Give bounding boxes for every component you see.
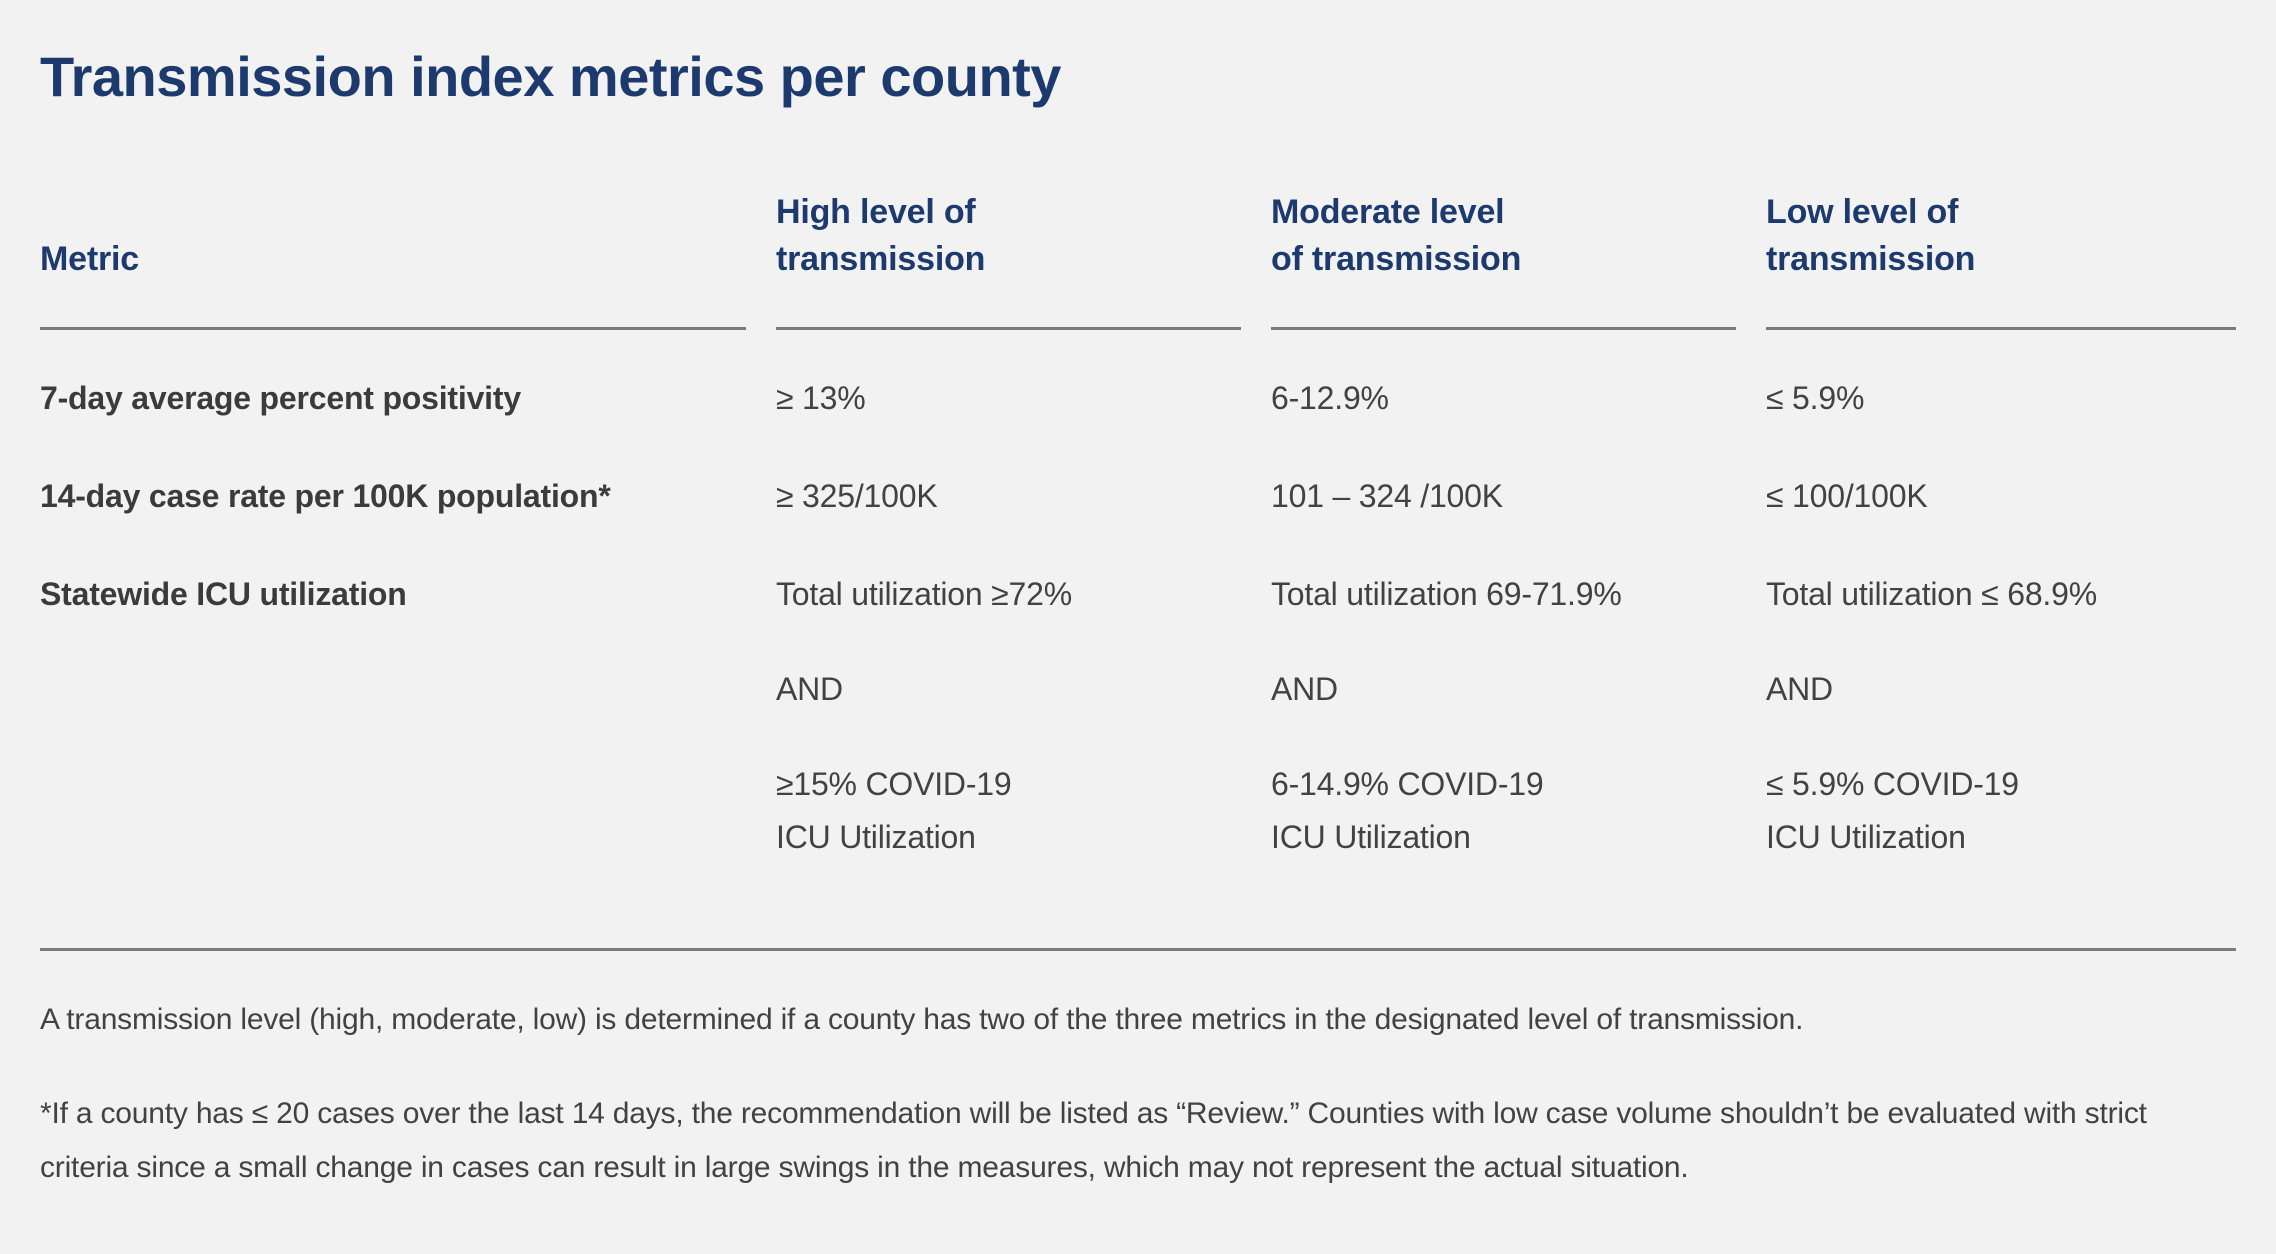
icu-high-covid-line2: ICU Utilization xyxy=(776,818,976,855)
row-caserate-low-value: ≤ 100/100K xyxy=(1766,477,1928,514)
footnote-low-case-volume: *If a county has ≤ 20 cases over the las… xyxy=(40,1096,2147,1184)
row-icu-low-value: Total utilization ≤ 68.9% AND ≤ 5.9% COV… xyxy=(1766,523,2236,864)
row-positivity-high-value: ≥ 13% xyxy=(776,379,866,416)
column-header-low: Low level of transmission xyxy=(1766,189,2236,330)
icu-high-covid-line1: ≥15% COVID-19 xyxy=(776,765,1012,802)
row-caserate-moderate-value: 101 – 324 /100K xyxy=(1271,477,1503,514)
icu-low-covid: ≤ 5.9% COVID-19 ICU Utilization xyxy=(1766,758,2236,864)
row-positivity-low-value: ≤ 5.9% xyxy=(1766,379,1865,416)
icu-low-covid-line1: ≤ 5.9% COVID-19 xyxy=(1766,765,2019,802)
column-header-high-line2: transmission xyxy=(776,239,986,278)
icu-low-conjunction: AND xyxy=(1766,670,1833,707)
icu-moderate-covid-line2: ICU Utilization xyxy=(1271,818,1471,855)
row-positivity-metric-label: 7-day average percent positivity xyxy=(40,379,521,416)
column-header-moderate-line2: of transmission xyxy=(1271,239,1522,278)
column-header-high: High level of transmission xyxy=(776,189,1241,330)
row-caserate-high-value: ≥ 325/100K xyxy=(776,477,938,514)
column-header-moderate: Moderate level of transmission xyxy=(1271,189,1736,330)
row-caserate-metric-label: 14-day case rate per 100K population* xyxy=(40,477,611,514)
icu-moderate-total: Total utilization 69-71.9% xyxy=(1271,575,1622,612)
icu-low-total: Total utilization ≤ 68.9% xyxy=(1766,575,2097,612)
page-title: Transmission index metrics per county xyxy=(40,45,1061,108)
footer-divider xyxy=(40,947,2236,951)
column-header-moderate-line1: Moderate level xyxy=(1271,192,1505,231)
icu-high-conjunction: AND xyxy=(776,670,843,707)
column-header-metric: Metric xyxy=(40,189,746,330)
icu-low-covid-line2: ICU Utilization xyxy=(1766,818,1966,855)
icu-high-covid: ≥15% COVID-19 ICU Utilization xyxy=(776,758,1241,864)
row-icu-moderate-value: Total utilization 69-71.9% AND 6-14.9% C… xyxy=(1271,523,1736,864)
column-header-low-line2: transmission xyxy=(1766,239,1976,278)
row-icu-metric-label: Statewide ICU utilization xyxy=(40,575,407,612)
icu-moderate-covid-line1: 6-14.9% COVID-19 xyxy=(1271,765,1544,802)
icu-moderate-covid: 6-14.9% COVID-19 ICU Utilization xyxy=(1271,758,1736,864)
footnote-transmission-level: A transmission level (high, moderate, lo… xyxy=(40,1002,1804,1036)
column-header-low-line1: Low level of xyxy=(1766,192,1959,231)
icu-moderate-conjunction: AND xyxy=(1271,670,1338,707)
metrics-table: Metric High level of transmission Modera… xyxy=(40,189,2236,864)
column-header-high-line1: High level of xyxy=(776,192,976,231)
icu-high-total: Total utilization ≥72% xyxy=(776,575,1072,612)
row-icu-high-value: Total utilization ≥72% AND ≥15% COVID-19… xyxy=(776,523,1241,864)
column-header-metric-line1: Metric xyxy=(40,239,139,278)
row-positivity-moderate-value: 6-12.9% xyxy=(1271,379,1389,416)
footnotes: A transmission level (high, moderate, lo… xyxy=(40,993,2236,1195)
